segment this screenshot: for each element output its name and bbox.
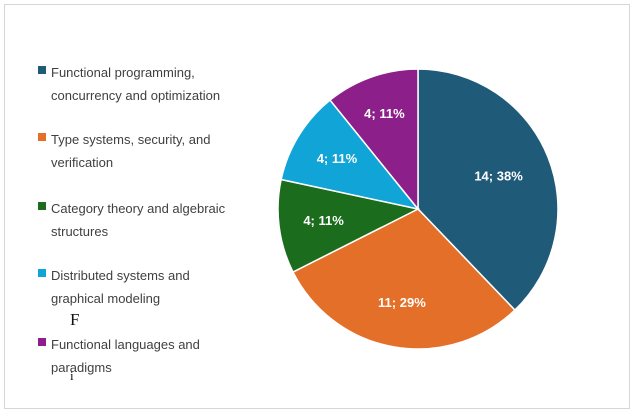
pie-slice: [417, 68, 559, 312]
pie-slice: [280, 99, 420, 211]
pie-slice: [328, 68, 419, 212]
legend-swatch: [38, 66, 46, 74]
legend-label: Type systems, security, and verification: [51, 132, 211, 170]
legend-label: Distributed systems and graphical modeli…: [51, 268, 190, 306]
slice-data-label: 11; 29%: [378, 295, 426, 310]
stray-letter-f: F: [70, 310, 80, 329]
pie-slice: [277, 178, 421, 274]
slice-data-label: 4; 11%: [364, 106, 405, 121]
chart-legend: Functional programming, concurrency and …: [38, 0, 278, 413]
slice-data-label: 4; 11%: [303, 213, 344, 228]
legend-label: Functional languages and paradigms: [51, 337, 200, 375]
legend-swatch: [38, 133, 46, 141]
slice-data-label: 14; 38%: [474, 169, 523, 184]
legend-swatch: [38, 202, 46, 210]
legend-label: Functional programming, concurrency and …: [51, 65, 221, 103]
legend-label: Category theory and algebraic structures: [51, 201, 226, 239]
legend-swatch: [38, 269, 46, 277]
pie-slice: [291, 208, 516, 350]
slice-data-label: 4; 11%: [317, 151, 358, 166]
stray-letter-i: i: [70, 368, 74, 383]
legend-swatch: [38, 338, 46, 346]
